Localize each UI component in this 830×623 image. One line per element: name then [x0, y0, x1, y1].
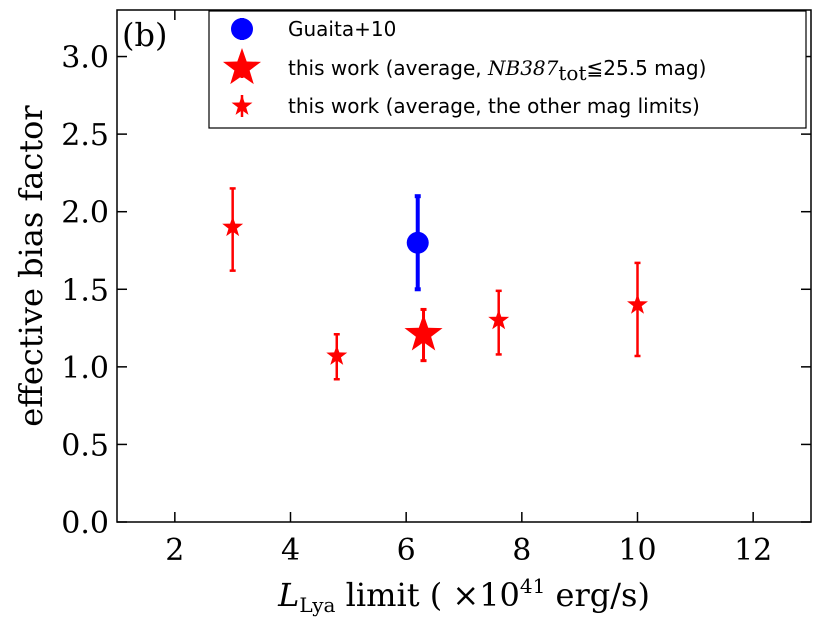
- data-point-series-2: [326, 344, 348, 365]
- data-point-series-0: [406, 231, 429, 254]
- x-tick-label: 10: [618, 533, 656, 568]
- plot-frame: [116, 9, 812, 523]
- x-axis-title-main: L: [277, 576, 299, 614]
- legend-entry-guaita: Guaita+10: [288, 17, 396, 41]
- legend-entry-this-work-main: this work (average, NB387tot≦25.5 mag): [288, 56, 706, 85]
- legend-entry-math: NB387: [487, 56, 559, 80]
- y-tick-label: 2.5: [61, 118, 109, 153]
- data-point-series-2: [222, 216, 244, 237]
- x-axis-title: LLya limit ( ×1041 erg/s): [277, 574, 650, 617]
- y-axis-title: effective bias factor: [12, 105, 50, 427]
- legend-entry-this-work-other: this work (average, the other mag limits…: [288, 94, 700, 118]
- legend-box: [208, 10, 807, 129]
- legend-entry-suffix: ≦25.5 mag): [587, 56, 707, 80]
- x-axis-title-sup: 41: [520, 574, 545, 598]
- data-markers: [222, 187, 648, 381]
- legend-entry-sub: tot: [558, 61, 586, 85]
- legend-marker-series-0: [231, 18, 253, 40]
- x-axis-title-rest: limit ( ×10: [335, 576, 519, 614]
- legend-marker-series-2: [231, 95, 253, 115]
- legend-markers: [222, 18, 262, 117]
- tick-labels: 2 4 6 8 10 12 0.0 0.5 1.0 1.5 2.0 2.5 3.0: [61, 41, 772, 568]
- x-tick-label: 8: [512, 533, 531, 568]
- y-tick-label: 3.0: [61, 41, 109, 76]
- y-tick-label: 2.0: [61, 196, 109, 231]
- x-axis-title-sub: Lya: [299, 593, 335, 617]
- panel-label: (b): [122, 16, 167, 54]
- x-tick-label: 2: [165, 533, 184, 568]
- legend-marker-series-1: [222, 48, 262, 85]
- x-tick-label: 6: [397, 533, 416, 568]
- x-tick-label: 4: [281, 533, 300, 568]
- y-tick-label: 1.0: [61, 351, 109, 386]
- data-point-series-2: [488, 309, 510, 330]
- legend: Guaita+10 this work (average, NB387tot≦2…: [208, 10, 807, 129]
- data-point-series-1: [404, 314, 443, 351]
- data-point-series-2: [627, 293, 648, 314]
- legend-entry-prefix: this work (average,: [288, 56, 488, 80]
- y-tick-label: 0.0: [61, 506, 109, 541]
- y-tick-label: 0.5: [61, 428, 109, 463]
- y-tick-label: 1.5: [61, 273, 109, 308]
- x-tick-label: 12: [734, 533, 772, 568]
- x-axis-title-unit: erg/s): [545, 576, 650, 614]
